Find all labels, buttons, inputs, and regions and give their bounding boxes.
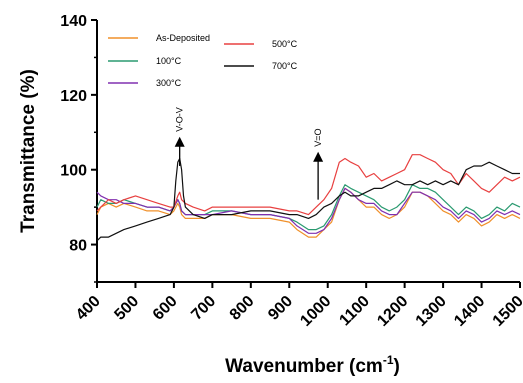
series-group (96, 154, 521, 242)
series-line-2 (96, 187, 521, 234)
x-tick-label: 400 (73, 293, 104, 324)
legend-label-4: 700°C (272, 61, 298, 71)
y-axis-title: Transmittance (%) (18, 69, 39, 233)
x-tick-label: 600 (150, 293, 181, 324)
series-line-3 (96, 154, 521, 216)
y-tick-label: 100 (60, 163, 87, 180)
legend-label-2: 300°C (156, 78, 182, 88)
annotation-label: V-O-V (175, 107, 185, 132)
x-tick-label: 700 (188, 293, 219, 324)
x-tick-label: 1300 (413, 293, 450, 330)
annotations: V-O-V V=O (174, 107, 324, 200)
x-tick-label: 1000 (297, 293, 334, 330)
annotation-arrow-head (174, 136, 185, 147)
series-line-4 (96, 157, 520, 242)
x-axis-title-suffix: ) (394, 356, 400, 377)
x-tick-label: 900 (265, 293, 296, 324)
x-tick-label: 1500 (490, 293, 523, 330)
annotation-arrow-head (313, 151, 324, 162)
x-tick-label: 800 (227, 293, 258, 324)
y-tick-label: 80 (69, 238, 87, 255)
legend-label-0: As-Deposited (156, 33, 210, 43)
x-axis-title-superscript: -1 (383, 353, 394, 367)
x-tick-label: 1400 (451, 293, 488, 330)
legend-label-1: 100°C (156, 56, 182, 66)
x-tick-label: 1100 (336, 293, 373, 330)
axis-titles: Transmittance (%) Wavenumber (cm-1) (18, 69, 400, 377)
x-axis-title-main: Wavenumber (cm (225, 356, 383, 377)
annotation-label: V=O (313, 128, 323, 146)
y-tick-label: 120 (60, 88, 87, 105)
legend: As-Deposited 100°C 300°C 500°C 700°C (108, 33, 298, 88)
x-axis-title: Wavenumber (cm-1) (225, 353, 400, 377)
x-tick-label: 1200 (374, 293, 411, 330)
x-tick-label: 500 (111, 293, 142, 324)
y-tick-label: 140 (60, 13, 87, 30)
legend-label-3: 500°C (272, 39, 298, 49)
